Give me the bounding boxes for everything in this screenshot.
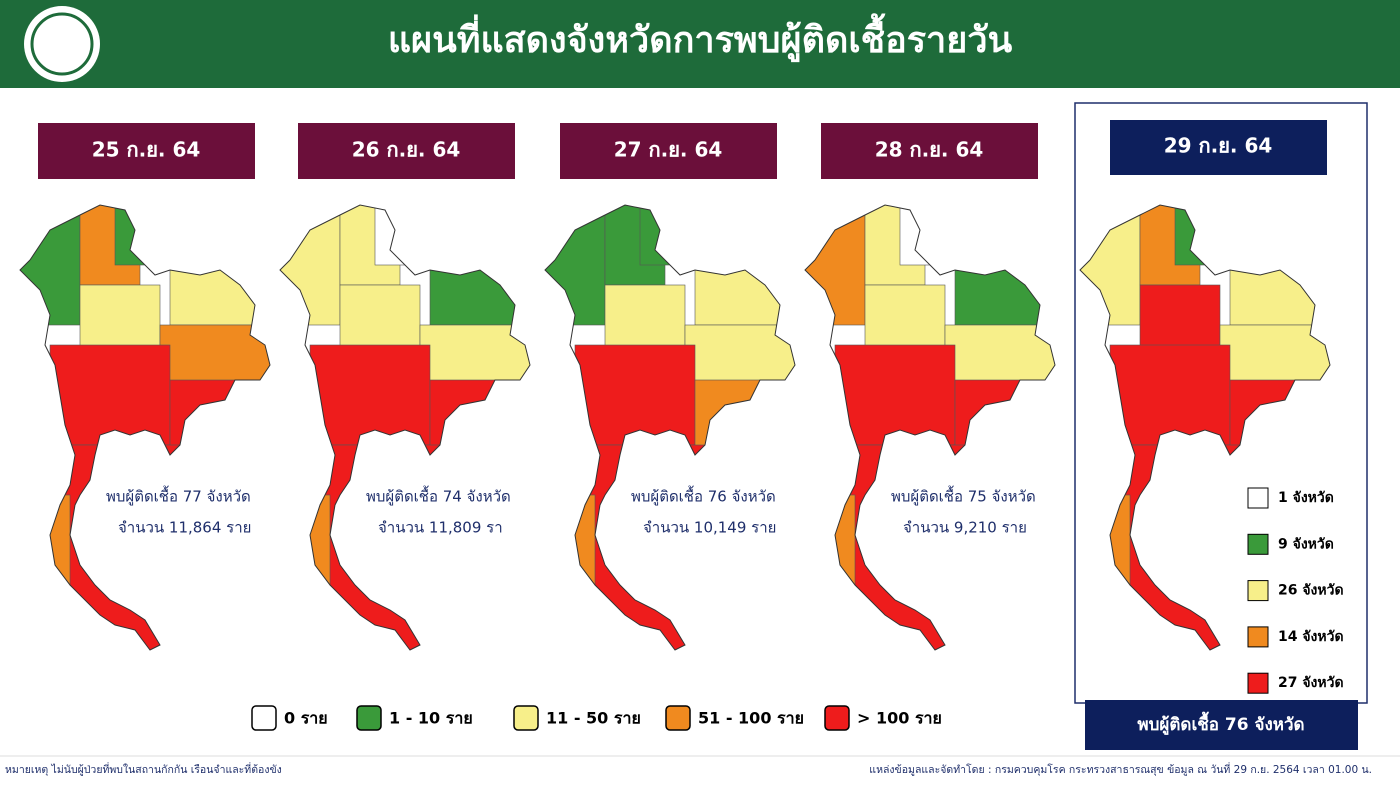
province-area	[545, 444, 706, 650]
case-count: จำนวน 10,149 ราย	[643, 519, 776, 537]
province-area	[1219, 324, 1330, 386]
province-area	[20, 444, 181, 650]
map-outline	[1079, 204, 1331, 651]
province-area	[954, 264, 1055, 326]
legend-label: 0 ราย	[284, 709, 328, 728]
province-area	[805, 205, 866, 326]
province-area	[159, 324, 270, 386]
province-area	[834, 344, 956, 446]
logo-ring	[30, 12, 94, 76]
legend-count: 26 จังหวัด	[1278, 583, 1344, 599]
province-area	[864, 284, 946, 356]
map	[544, 204, 796, 651]
legend-swatch	[1247, 580, 1269, 602]
date-box	[38, 123, 255, 179]
legend-swatch	[513, 705, 539, 731]
case-count: จำนวน 11,864 ราย	[118, 519, 251, 537]
legend-swatch	[1247, 626, 1269, 648]
province-area	[899, 205, 941, 266]
map	[279, 204, 531, 651]
source: แหล่งข้อมูลและจัดทำโดย : กรมควบคุมโรค กร…	[869, 762, 1372, 776]
map	[19, 204, 271, 651]
province-area	[1080, 205, 1141, 326]
province-area	[1174, 205, 1216, 266]
map-outline	[279, 204, 531, 651]
province-area	[280, 444, 441, 650]
province-area	[604, 284, 686, 356]
map-outline	[19, 204, 271, 651]
province-area	[429, 264, 530, 326]
legend-count: 14 จังหวัด	[1278, 629, 1344, 645]
total-label: พบผู้ติดเชื้อ 76 จังหวัด	[1137, 711, 1304, 736]
legend-count: 27 จังหวัด	[1278, 675, 1344, 691]
legend-swatch	[1247, 487, 1269, 509]
province-area	[49, 344, 171, 446]
date-label: 25 ก.ย. 64	[92, 138, 201, 162]
province-area	[684, 324, 795, 386]
legend-label: 11 - 50 ราย	[546, 709, 641, 728]
province-area	[280, 205, 341, 326]
footnote: หมายเหตุ ไม่นับผู้ป่วยที่พบในสถานกักกัน …	[5, 762, 282, 776]
summary: พบผู้ติดเชื้อ 74 จังหวัด	[366, 486, 511, 506]
province-area	[545, 205, 606, 326]
legend-swatch	[1247, 533, 1269, 555]
case-count: จำนวน 9,210 ราย	[903, 519, 1027, 537]
province-area	[20, 205, 81, 326]
province-area	[299, 494, 331, 586]
title: แผนที่แสดงจังหวัดการพบผู้ติดเชื้อรายวัน	[388, 13, 1013, 63]
province-area	[309, 344, 431, 446]
total-box	[1085, 700, 1358, 750]
summary: พบผู้ติดเชื้อ 77 จังหวัด	[106, 486, 251, 506]
legend-swatch	[824, 705, 850, 731]
date-box	[298, 123, 515, 179]
header-bar	[0, 0, 1400, 88]
legend-label: 51 - 100 ราย	[698, 709, 804, 728]
logo	[24, 6, 100, 82]
map-outline	[804, 204, 1056, 651]
summary: พบผู้ติดเชื้อ 75 จังหวัด	[891, 486, 1036, 506]
legend-swatch	[1247, 672, 1269, 694]
province-area	[374, 205, 416, 266]
case-count: จำนวน 11,809 รา	[378, 519, 503, 537]
legend-label: > 100 ราย	[857, 709, 942, 728]
date-box	[821, 123, 1038, 179]
date-box	[560, 123, 777, 179]
province-area	[574, 344, 696, 446]
legend-count: 9 จังหวัด	[1278, 536, 1334, 552]
map-outline	[544, 204, 796, 651]
date-label: 26 ก.ย. 64	[352, 138, 461, 162]
province-area	[1139, 284, 1221, 356]
province-area	[1109, 344, 1231, 446]
province-area	[824, 494, 856, 586]
province-area	[79, 284, 161, 356]
date-label: 27 ก.ย. 64	[614, 138, 723, 162]
legend-swatch	[356, 705, 382, 731]
date-label: 29 ก.ย. 64	[1164, 134, 1273, 158]
map	[804, 204, 1056, 651]
province-area	[419, 324, 530, 386]
legend-swatch	[665, 705, 691, 731]
province-area	[39, 494, 71, 586]
date-label: 28 ก.ย. 64	[875, 138, 984, 162]
province-area	[564, 494, 596, 586]
province-area	[169, 264, 270, 326]
province-area	[944, 324, 1055, 386]
province-area	[1099, 494, 1131, 586]
legend-swatch	[251, 705, 277, 731]
province-area	[639, 205, 681, 266]
legend-label: 1 - 10 ราย	[389, 709, 473, 728]
province-area	[114, 205, 156, 266]
province-area	[339, 284, 421, 356]
province-area	[805, 444, 966, 650]
province-area	[1080, 444, 1241, 650]
summary: พบผู้ติดเชื้อ 76 จังหวัด	[631, 486, 776, 506]
province-area	[1229, 264, 1330, 326]
legend-count: 1 จังหวัด	[1278, 490, 1334, 506]
date-box	[1110, 120, 1327, 175]
province-area	[694, 264, 795, 326]
